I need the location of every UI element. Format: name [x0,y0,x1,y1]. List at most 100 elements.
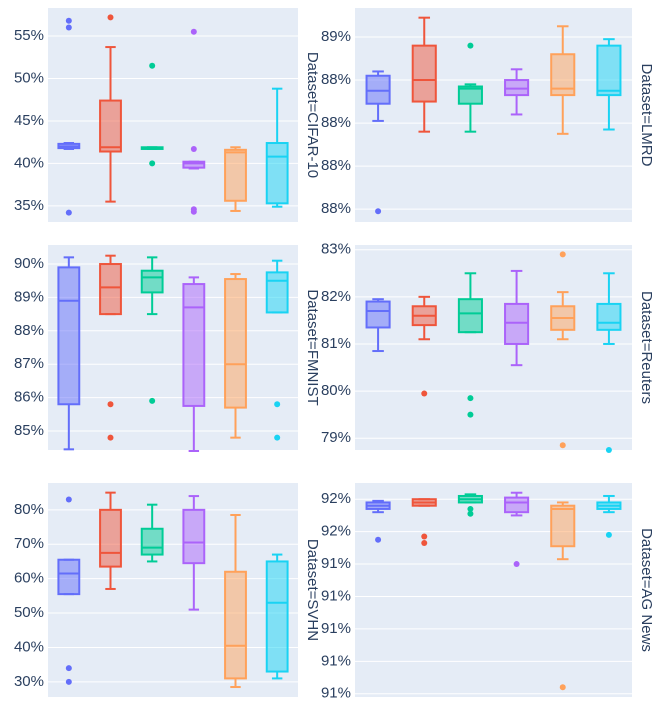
y-tick-label: 92% [321,523,351,540]
outlier [65,209,72,216]
y-tick-label: 85% [14,422,44,439]
y-tick-label: 88% [321,114,351,131]
facet-label: Dataset=FMNIST [304,289,321,405]
outlier [421,539,428,546]
box [99,263,122,316]
outlier [190,208,197,215]
y-tick-label: 50% [14,604,44,621]
y-tick-label: 90% [14,255,44,272]
plot-background [355,8,632,222]
outlier [467,411,474,418]
plot-background [355,245,632,450]
y-tick-label: 92% [321,490,351,507]
y-tick-label: 91% [321,685,351,702]
box [504,496,530,514]
box [596,44,622,97]
y-tick-label: 89% [14,288,44,305]
y-tick-label: 88% [321,71,351,88]
outlier [107,14,114,21]
outlier [149,62,156,69]
plot-background [355,483,632,697]
box [365,300,391,329]
y-tick-label: 91% [321,652,351,669]
y-tick-label: 88% [321,200,351,217]
box [182,283,206,407]
y-tick-label: 55% [14,27,44,44]
facet-label: Dataset=LMRD [638,64,655,167]
y-tick-label: 80% [321,382,351,399]
outlier [274,434,281,441]
box [224,148,247,202]
y-tick-label: 79% [321,429,351,446]
box [265,271,289,314]
box [550,504,576,548]
box [457,298,483,334]
outlier [149,397,156,404]
outlier [190,145,197,152]
facet-label: Dataset=AG News [638,528,655,652]
box [365,74,391,105]
outlier [467,42,474,49]
outlier [65,665,72,672]
box [57,558,81,596]
plot-background [48,245,298,450]
box [550,53,576,97]
box [265,560,289,673]
box [224,278,247,409]
plot-background [48,8,298,222]
box [265,142,289,205]
outlier [65,496,72,503]
outlier [467,395,474,402]
y-tick-label: 40% [14,638,44,655]
outlier [107,434,114,441]
y-tick-label: 91% [321,620,351,637]
outlier [421,390,428,397]
box [99,508,122,568]
outlier [605,531,612,538]
outlier [65,24,72,31]
y-tick-label: 70% [14,535,44,552]
y-tick-label: 91% [321,555,351,572]
outlier [65,17,72,24]
y-tick-label: 80% [14,501,44,518]
outlier [467,510,474,517]
y-tick-label: 50% [14,69,44,86]
box [504,79,530,97]
y-tick-label: 87% [14,355,44,372]
y-tick-label: 30% [14,673,44,690]
box [182,508,206,565]
outlier [274,401,281,408]
outlier [559,442,566,449]
facet-label: Dataset=Reuters [638,291,655,404]
facet-label: Dataset=SVHN [304,539,321,641]
y-tick-label: 88% [14,322,44,339]
outlier [65,678,72,685]
y-tick-label: 89% [321,28,351,45]
outlier [467,505,474,512]
y-tick-label: 88% [321,157,351,174]
box [140,527,164,556]
outlier [375,536,382,543]
box [182,160,206,169]
facet-label: Dataset=CIFAR-10 [304,52,321,178]
box [504,302,530,345]
box [596,302,622,331]
box [99,99,122,153]
y-tick-label: 82% [321,288,351,305]
box [57,266,81,406]
y-tick-label: 91% [321,587,351,604]
outlier [421,533,428,540]
outlier [190,28,197,35]
outlier [149,160,156,167]
outlier [605,447,612,453]
outlier [375,208,382,215]
plot-background [48,483,298,697]
outlier [559,684,566,691]
outlier [513,561,520,568]
box [140,269,164,294]
box [411,44,437,103]
y-tick-label: 35% [14,197,44,214]
outlier [107,401,114,408]
outlier [559,251,566,258]
